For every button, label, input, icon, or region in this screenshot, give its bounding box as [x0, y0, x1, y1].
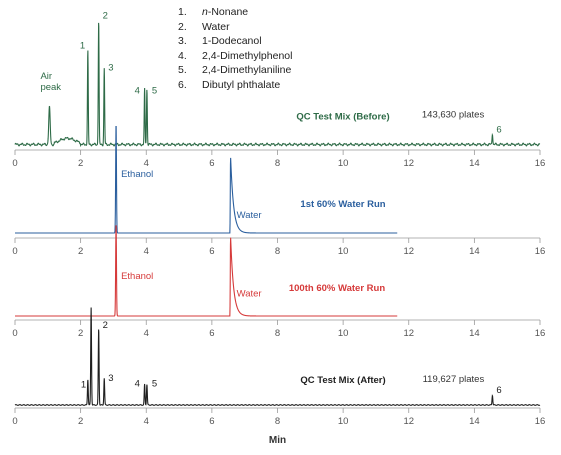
x-axis-label: Min	[269, 435, 286, 446]
legend-number: 2.	[178, 20, 187, 33]
series-line	[15, 225, 398, 317]
x-tick-label: 6	[209, 416, 214, 427]
legend-compound: -Nonane	[207, 6, 249, 18]
series-line	[14, 22, 541, 148]
x-tick-label: 8	[275, 328, 280, 339]
peak-label: 1	[81, 379, 86, 390]
x-tick-label: 14	[469, 328, 480, 339]
x-tick-label: 14	[469, 416, 480, 427]
x-tick-label: 0	[12, 328, 17, 339]
x-tick-label: 16	[535, 246, 546, 257]
x-tick-label: 12	[403, 328, 414, 339]
x-tick-label: 2	[78, 246, 83, 257]
x-tick-label: 0	[12, 158, 17, 169]
legend-compound: 1-Dodecanol	[202, 35, 262, 48]
peak-label: Water	[237, 289, 262, 300]
peak-label: 2	[103, 10, 108, 21]
legend-compound: Dibutyl phthalate	[202, 78, 281, 91]
peak-label: 5	[152, 85, 157, 96]
x-tick-label: 0	[12, 246, 17, 257]
peak-label: 5	[152, 378, 157, 389]
x-tick-label: 6	[209, 158, 214, 169]
series-title: 100th 60% Water Run	[289, 283, 385, 294]
x-tick-label: 2	[78, 328, 83, 339]
x-tick-label: 10	[338, 246, 349, 257]
x-tick-label: 6	[209, 328, 214, 339]
peak-label: 4	[135, 378, 140, 389]
plates-annotation: 143,630 plates	[422, 110, 485, 121]
legend-compound: 2,4-Dimethylaniline	[202, 64, 292, 77]
peak-label: 2	[103, 320, 108, 331]
peak-label: peak	[40, 82, 61, 93]
x-tick-label: 6	[209, 246, 214, 257]
x-tick-label: 16	[535, 328, 546, 339]
x-tick-label: 14	[469, 246, 480, 257]
peak-label: 4	[135, 85, 140, 96]
x-tick-label: 10	[338, 416, 349, 427]
x-tick-label: 12	[403, 246, 414, 257]
series-title: QC Test Mix (After)	[300, 375, 385, 386]
peak-label: Water	[237, 210, 262, 221]
legend-number: 4.	[178, 49, 187, 62]
x-tick-label: 4	[144, 416, 149, 427]
series-title: QC Test Mix (Before)	[296, 112, 389, 123]
series-line	[14, 307, 541, 406]
x-tick-label: 16	[535, 158, 546, 169]
x-tick-label: 8	[275, 416, 280, 427]
x-tick-label: 10	[338, 328, 349, 339]
x-tick-label: 2	[78, 416, 83, 427]
legend-item: 3. 1-Dodecanol	[178, 34, 292, 49]
legend-item: 2. Water	[178, 20, 292, 35]
peak-label: 3	[108, 373, 113, 384]
plates-annotation: 119,627 plates	[423, 374, 485, 385]
legend-compound: 2,4-Dimethylphenol	[202, 49, 293, 62]
legend-italic-prefix: n	[202, 6, 208, 18]
peak-legend: 1. n-Nonane 2. Water 3. 1-Dodecanol 4. 2,4-D…	[178, 5, 292, 93]
legend-item: 5. 2,4-Dimethylaniline	[178, 63, 292, 78]
legend-label: n-Nonane	[202, 5, 248, 20]
series-title: 1st 60% Water Run	[300, 199, 385, 210]
peak-label: Air	[40, 71, 52, 82]
peak-label: 6	[496, 124, 501, 135]
peak-label: 6	[496, 385, 501, 396]
peak-label: 1	[80, 41, 85, 52]
legend-compound: Water	[202, 20, 230, 33]
x-tick-label: 0	[12, 416, 17, 427]
peak-label: Ethanol	[121, 169, 153, 180]
x-tick-label: 4	[144, 328, 149, 339]
peak-label: Ethanol	[121, 271, 153, 282]
legend-item: 6. Dibutyl phthalate	[178, 78, 292, 93]
x-tick-label: 4	[144, 158, 149, 169]
series-line	[15, 126, 398, 234]
x-tick-label: 12	[403, 158, 414, 169]
legend-number: 6.	[178, 78, 187, 91]
x-tick-label: 4	[144, 246, 149, 257]
x-tick-label: 12	[403, 416, 414, 427]
x-tick-label: 14	[469, 158, 480, 169]
peak-label: 3	[108, 63, 113, 74]
legend-number: 3.	[178, 35, 187, 48]
legend-item: 1. n-Nonane	[178, 5, 292, 20]
x-tick-label: 2	[78, 158, 83, 169]
x-tick-label: 10	[338, 158, 349, 169]
x-tick-label: 8	[275, 246, 280, 257]
legend-item: 4. 2,4-Dimethylphenol	[178, 49, 292, 64]
legend-number: 1.	[178, 6, 187, 18]
legend-number: 5.	[178, 64, 187, 77]
x-tick-label: 8	[275, 158, 280, 169]
x-tick-label: 16	[535, 416, 546, 427]
